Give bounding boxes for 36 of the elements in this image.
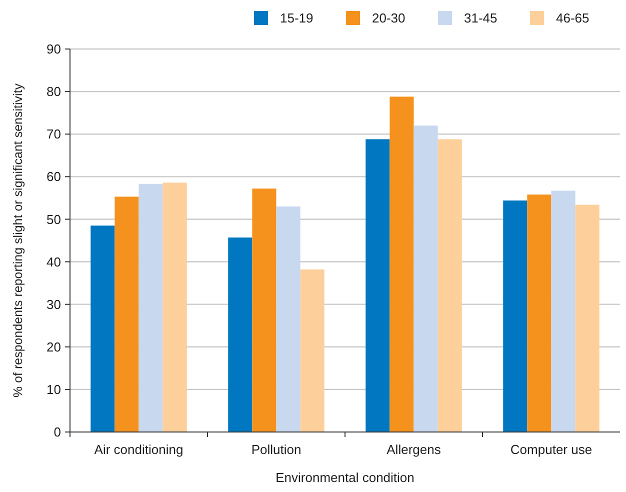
y-tick-label: 40	[46, 254, 61, 270]
bar	[252, 188, 276, 432]
x-tick-label: Computer use	[510, 442, 592, 457]
bar	[228, 238, 252, 432]
x-tick-label: Allergens	[386, 442, 442, 457]
legend-label: 46-65	[556, 10, 590, 26]
y-tick-label: 70	[46, 126, 61, 142]
bar	[527, 194, 552, 432]
y-tick-label: 0	[54, 424, 61, 440]
y-tick-label: 50	[46, 212, 61, 227]
y-tick-label: 60	[46, 169, 61, 184]
legend-label: 15-19	[280, 10, 314, 26]
bar	[503, 200, 528, 432]
y-tick-label: 30	[46, 296, 61, 312]
bar	[90, 226, 115, 432]
bar	[114, 196, 139, 432]
bar	[414, 126, 438, 432]
x-tick-label: Pollution	[251, 442, 302, 457]
bar	[551, 190, 576, 432]
x-axis-title: Environmental condition	[276, 470, 414, 485]
bar	[438, 139, 462, 432]
bar	[390, 96, 414, 432]
bar	[162, 182, 187, 432]
bar	[276, 206, 300, 432]
bar	[138, 184, 163, 432]
y-tick-label: 90	[46, 42, 61, 57]
y-tick-label: 80	[46, 84, 61, 100]
legend-label: 31-45	[464, 10, 498, 26]
bar	[575, 204, 600, 432]
legend-label: 20-30	[372, 10, 406, 26]
y-tick-label: 10	[46, 382, 61, 397]
y-tick-label: 20	[46, 339, 61, 354]
y-axis-title: % of respondents reporting slight or significant sensitivity	[11, 82, 25, 398]
x-tick-label: Air conditioning	[94, 442, 184, 457]
bar	[300, 269, 324, 432]
bar	[366, 139, 390, 432]
